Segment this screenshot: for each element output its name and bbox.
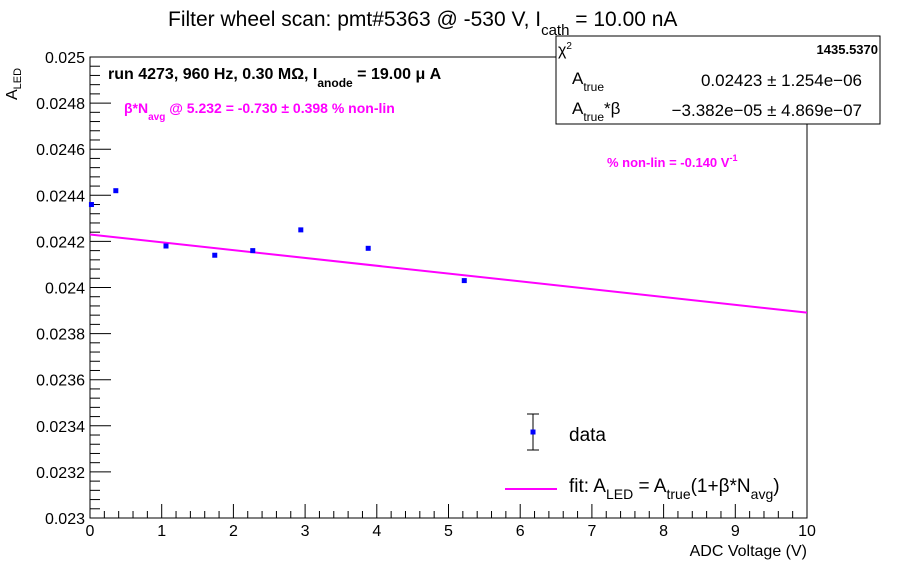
y-axis-ticks: 0.023 0.0232 0.0234 0.0236 0.0238 0.024 0.0242… [36,50,111,528]
data-point [163,243,169,249]
x-tick-label: 0 [86,523,95,540]
y-tick-label: 0.024 [45,281,85,298]
y-tick-label: 0.0242 [36,234,85,251]
nonlin-annotation: % non-lin = -0.140 V-1 [607,153,737,170]
data-point [113,188,119,194]
stats-box: χ2 1435.5370 Atrue 0.02423 ± 1.254e−06 A… [555,35,881,125]
stats-atrue-label: Atrue [572,69,604,94]
run-annotation: run 4273, 960 Hz, 0.30 MΩ, Ianode = 19.0… [108,66,442,90]
y-tick-label: 0.0248 [36,96,85,113]
y-tick-label: 0.0234 [36,419,85,436]
stats-atrue-beta-label: Atrue*β [572,99,621,124]
stats-chi2-label: χ2 [558,41,572,59]
x-axis-label: ADC Voltage (V) [690,543,807,560]
plot-frame [89,56,808,519]
x-tick-label: 4 [372,523,381,540]
x-tick-label: 7 [587,523,596,540]
beta-annotation: β*Navg @ 5.232 = -0.730 ± 0.398 % non-li… [124,100,395,123]
data-point [250,248,256,254]
stats-atrue-value: 0.02423 ± 1.254e−06 [701,71,862,90]
chart-title: Filter wheel scan: pmt#5363 @ -530 V, Ic… [168,8,677,39]
y-tick-label: 0.0246 [36,142,85,159]
x-tick-label: 8 [659,523,668,540]
data-point [298,227,304,233]
y-tick-label: 0.0238 [36,327,85,344]
x-tick-label: 6 [516,523,525,540]
data-point [461,278,467,284]
y-tick-label: 0.025 [45,50,85,67]
x-tick-label: 5 [444,523,453,540]
legend-fit-label: fit: ALED = Atrue(1+β*Navg) [569,476,780,502]
y-tick-label: 0.0232 [36,465,85,482]
fit-line [89,233,808,314]
legend-data-label: data [569,425,606,446]
x-tick-label: 1 [157,523,166,540]
x-tick-label: 3 [301,523,310,540]
legend: data fit: ALED = Atrue(1+β*Navg) [505,413,780,502]
stats-chi2-value: 1435.5370 [817,42,878,57]
y-tick-label: 0.0244 [36,188,85,205]
legend-data-marker [527,413,539,451]
y-tick-label: 0.0236 [36,373,85,390]
x-axis-ticks: 0 1 2 3 4 5 6 7 8 9 10 [86,504,816,540]
x-tick-label: 10 [798,523,816,540]
y-tick-label: 0.023 [45,511,85,528]
data-point [212,252,218,258]
data-point [365,245,371,251]
x-tick-label: 2 [229,523,238,540]
stats-atrue-beta-value: −3.382e−05 ± 4.869e−07 [672,101,862,120]
x-tick-label: 9 [731,523,740,540]
y-axis-label: ALED [4,68,24,100]
data-point [88,202,94,208]
